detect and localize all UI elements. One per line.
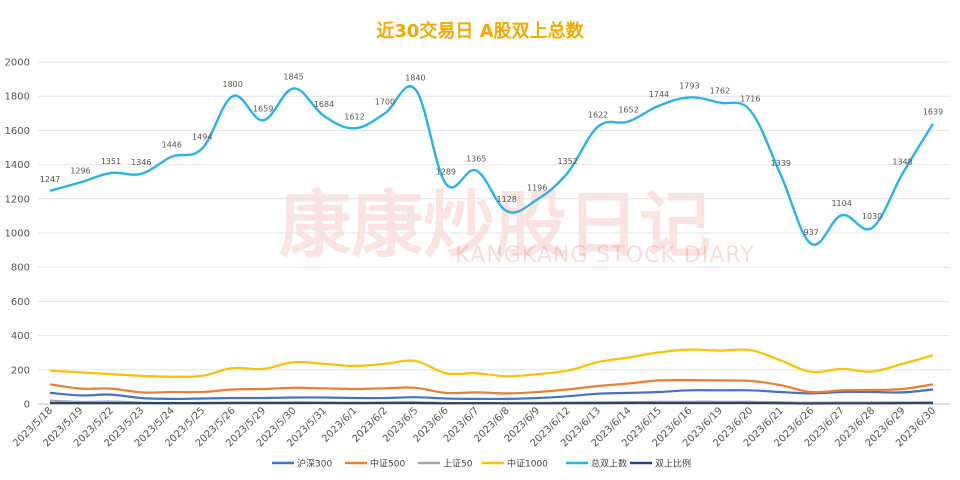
data-label: 1351 bbox=[101, 157, 121, 166]
y-tick-label: 400 bbox=[11, 331, 30, 342]
data-label: 1104 bbox=[831, 199, 851, 208]
legend-label: 中证500 bbox=[370, 458, 405, 470]
data-label: 1352 bbox=[557, 157, 577, 166]
data-label: 1845 bbox=[283, 73, 303, 82]
watermark-sub: KANGKANG STOCK DIARY bbox=[455, 243, 754, 268]
data-label: 1800 bbox=[223, 80, 243, 89]
data-label: 1793 bbox=[679, 81, 699, 90]
y-tick-label: 2000 bbox=[5, 58, 30, 69]
legend-label: 上证50 bbox=[443, 459, 473, 470]
y-tick-label: 800 bbox=[11, 263, 30, 274]
legend-label: 沪深300 bbox=[297, 458, 332, 470]
y-tick-label: 1400 bbox=[5, 160, 30, 171]
y-tick-label: 1000 bbox=[5, 229, 30, 240]
data-label: 1639 bbox=[923, 108, 943, 117]
data-label: 1346 bbox=[131, 158, 151, 167]
chart-title: 近30交易日 A股双上总数 bbox=[376, 20, 584, 42]
data-label: 1339 bbox=[771, 159, 791, 168]
legend-label: 双上比例 bbox=[655, 458, 691, 470]
y-tick-label: 200 bbox=[11, 365, 30, 376]
data-label: 1762 bbox=[710, 87, 730, 96]
series-line-1 bbox=[49, 378, 934, 395]
data-label: 1494 bbox=[192, 133, 212, 142]
data-label: 1659 bbox=[253, 104, 273, 113]
data-label: 1716 bbox=[740, 95, 760, 104]
data-label: 1289 bbox=[436, 168, 456, 177]
data-label: 1744 bbox=[649, 90, 669, 99]
data-label: 1840 bbox=[405, 73, 425, 82]
series-line-3 bbox=[49, 348, 934, 378]
legend-label: 中证1000 bbox=[507, 458, 548, 470]
y-tick-label: 1600 bbox=[5, 126, 30, 137]
legend: 沪深300 中证500 上证50 中证1000 总双上数 双上比例 bbox=[272, 458, 691, 470]
series-line-4 bbox=[49, 85, 935, 246]
data-label: 1296 bbox=[70, 166, 90, 175]
x-axis: 2023/5/182023/5/192023/5/222023/5/232023… bbox=[11, 405, 938, 449]
data-label: 1446 bbox=[162, 141, 182, 150]
data-label: 1348 bbox=[892, 157, 912, 166]
data-label: 937 bbox=[804, 228, 819, 237]
data-label: 1684 bbox=[314, 100, 334, 109]
data-label: 1247 bbox=[40, 175, 60, 184]
y-tick-label: 0 bbox=[24, 400, 30, 411]
data-label: 1612 bbox=[344, 112, 364, 121]
data-label: 1622 bbox=[588, 111, 608, 120]
series-line-0 bbox=[49, 388, 934, 401]
data-labels: 1247 1296 1351 1346 1446 1494 1800 1659 1845 1684… bbox=[40, 73, 943, 237]
y-tick-label: 600 bbox=[11, 297, 30, 308]
y-tick-label: 1800 bbox=[5, 92, 30, 103]
data-label: 1700 bbox=[375, 97, 395, 106]
data-label: 1030 bbox=[862, 212, 882, 221]
series-group bbox=[49, 85, 935, 405]
data-label: 1365 bbox=[466, 155, 486, 164]
data-label: 1128 bbox=[497, 195, 517, 204]
y-tick-label: 1200 bbox=[5, 194, 30, 205]
data-label: 1652 bbox=[618, 106, 638, 115]
y-axis: 0 200 400 600 800 1000 1200 1400 1600 1800 2000 bbox=[5, 58, 30, 411]
data-label: 1196 bbox=[527, 183, 547, 192]
series-line-5 bbox=[50, 401, 934, 405]
legend-label: 总双上数 bbox=[591, 458, 627, 470]
